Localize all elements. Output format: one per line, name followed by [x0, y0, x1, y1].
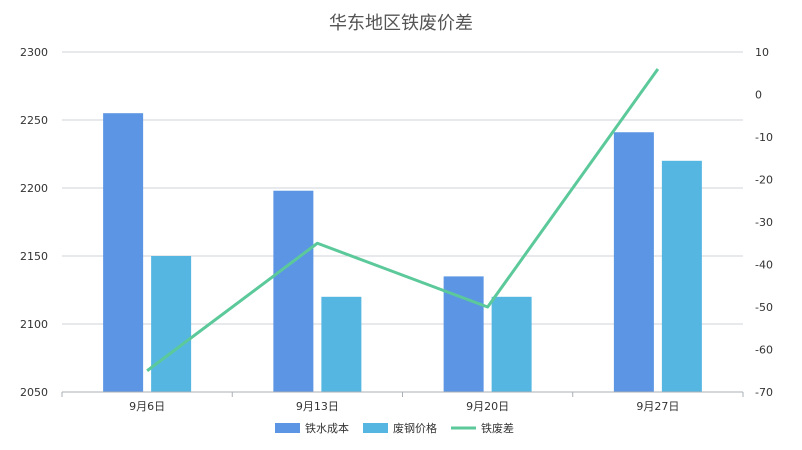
y-left-tick-label: 2150 [20, 250, 48, 263]
x-tick-label: 9月13日 [296, 400, 339, 413]
y-right-tick-label: -10 [755, 131, 773, 144]
y-right-tick-label: -50 [755, 301, 773, 314]
bar [103, 113, 144, 392]
axes: 2050 2100 2150 2200 2250 2300 -70 -60 -50 -40 -30 -… [20, 46, 773, 413]
y-right-tick-label: -40 [755, 259, 773, 272]
y-right-tick-label: 0 [755, 89, 762, 102]
legend-swatch [275, 423, 300, 433]
y-right-tick-label: -60 [755, 344, 773, 357]
bar [491, 296, 532, 392]
y-right-tick-label: 10 [755, 46, 769, 59]
legend-label: 铁废差 [481, 421, 514, 435]
legend: 铁水成本 废钢价格 铁废差 [275, 421, 514, 435]
y-right-tick-label: -20 [755, 174, 773, 187]
y-left-tick-label: 2200 [20, 182, 48, 195]
chart-title: 华东地区铁废价差 [329, 13, 473, 34]
legend-label: 废钢价格 [393, 421, 437, 435]
line-series [146, 68, 660, 372]
y-left-tick-label: 2100 [20, 318, 48, 331]
bar [151, 256, 192, 392]
legend-swatch [363, 423, 388, 433]
series-line [146, 68, 660, 372]
bar [443, 276, 484, 392]
bars [103, 113, 702, 393]
y-left-tick-label: 2300 [20, 46, 48, 59]
legend-label: 铁水成本 [305, 421, 349, 435]
bar [273, 190, 314, 392]
bar [321, 296, 362, 392]
x-tick-label: 9月20日 [466, 400, 509, 413]
bar [613, 132, 654, 393]
y-right-tick-label: -30 [755, 216, 773, 229]
y-right-tick-label: -70 [755, 386, 773, 399]
x-tick-label: 9月6日 [129, 400, 165, 413]
y-left-tick-label: 2250 [20, 114, 48, 127]
y-left-tick-label: 2050 [20, 386, 48, 399]
x-tick-label: 9月27日 [636, 400, 679, 413]
bar [661, 160, 702, 392]
